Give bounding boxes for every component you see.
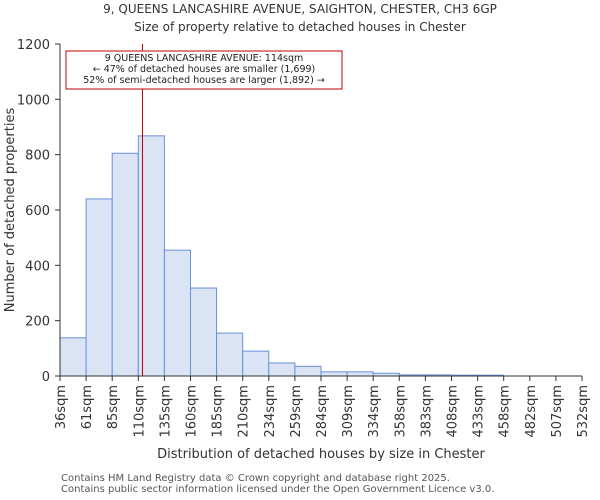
x-tick-label: 408sqm: [446, 385, 461, 438]
x-tick-label: 36sqm: [54, 385, 69, 429]
x-tick-label: 110sqm: [132, 385, 147, 438]
bar-210sqm: [242, 350, 270, 377]
y-tick-label: 600: [25, 204, 50, 219]
y-tick-label: 1000: [17, 93, 50, 108]
y-tick-label: 400: [25, 259, 50, 274]
x-tick-label: 383sqm: [419, 385, 434, 438]
bar-160sqm: [190, 287, 218, 377]
footer-line-1: Contains HM Land Registry data © Crown c…: [61, 473, 450, 484]
x-tick-label: 259sqm: [289, 385, 304, 438]
annotation-line-2: ← 47% of detached houses are smaller (1,…: [93, 64, 316, 75]
x-tick-label: 358sqm: [393, 385, 408, 438]
x-tick-label: 334sqm: [367, 385, 382, 438]
x-tick-label: 532sqm: [576, 385, 591, 438]
y-tick-label: 800: [25, 149, 50, 164]
bar-259sqm: [294, 365, 322, 377]
bar-185sqm: [216, 332, 244, 377]
x-tick-label: 85sqm: [106, 385, 121, 429]
chart-subtitle: Size of property relative to detached ho…: [134, 20, 466, 34]
y-tick-label: 200: [25, 315, 50, 330]
x-tick-label: 185sqm: [211, 385, 226, 438]
x-tick-label: 284sqm: [315, 385, 330, 438]
x-tick-label: 210sqm: [237, 385, 252, 438]
x-tick-label: 234sqm: [263, 385, 278, 438]
bar-85sqm: [111, 152, 139, 377]
x-axis-label: Distribution of detached houses by size …: [157, 447, 485, 462]
x-tick-label: 458sqm: [498, 385, 513, 438]
y-axis: 0 200 400 600 800 1000 1200: [17, 38, 61, 385]
bar-234sqm: [268, 362, 296, 377]
annotation-box: 9 QUEENS LANCASHIRE AVENUE: 114sqm ← 47%…: [65, 50, 343, 90]
bar-284sqm: [320, 371, 348, 377]
x-tick-label: 160sqm: [185, 385, 200, 438]
x-tick-label: 507sqm: [550, 385, 565, 438]
annotation-line-1: 9 QUEENS LANCASHIRE AVENUE: 114sqm: [105, 53, 304, 64]
x-axis: 36sqm 61sqm 85sqm 110sqm 135sqm 160sqm 185sqm 2…: [54, 375, 591, 438]
bars-group: [59, 135, 505, 377]
footer-line-2: Contains public sector information licen…: [61, 484, 495, 495]
x-tick-label: 61sqm: [80, 385, 95, 429]
bar-135sqm: [163, 249, 191, 377]
y-tick-label: 1200: [17, 38, 50, 53]
bar-61sqm: [85, 198, 113, 377]
annotation-line-3: 52% of semi-detached houses are larger (…: [83, 75, 325, 86]
bar-309sqm: [346, 371, 374, 377]
y-tick-label: 0: [42, 370, 50, 385]
annotation-frame: [65, 50, 343, 90]
bar-36sqm: [59, 337, 87, 377]
x-tick-label: 482sqm: [524, 385, 539, 438]
x-tick-label: 433sqm: [472, 385, 487, 438]
y-axis-label: Number of detached properties: [3, 108, 18, 313]
x-tick-label: 135sqm: [158, 385, 173, 438]
chart-title: 9, QUEENS LANCASHIRE AVENUE, SAIGHTON, C…: [103, 2, 497, 16]
x-tick-label: 309sqm: [341, 385, 356, 438]
